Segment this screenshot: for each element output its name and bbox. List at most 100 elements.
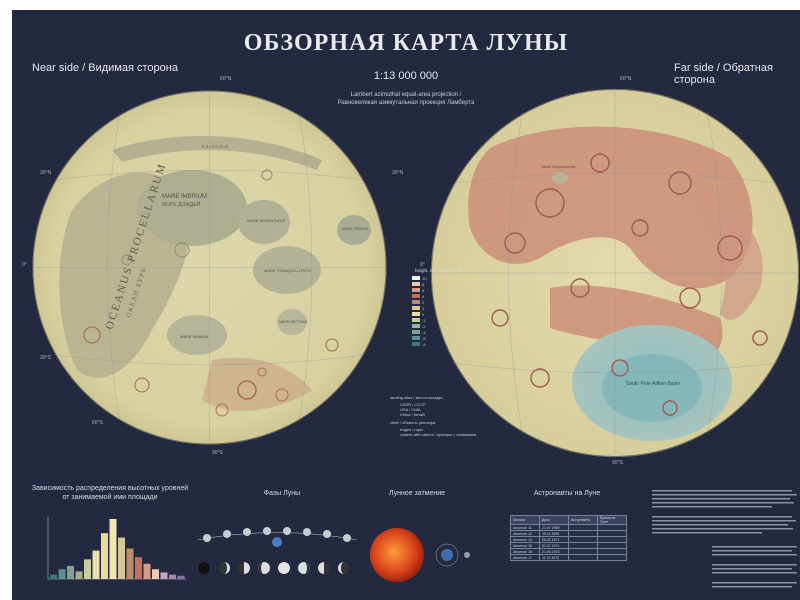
histogram-bar xyxy=(152,569,159,579)
lat-top-near: 60°N xyxy=(220,76,232,82)
histogram-bar xyxy=(50,574,57,579)
sun-icon xyxy=(370,528,424,582)
lat-bottom-near: 90°S xyxy=(212,450,223,456)
legend-swatch xyxy=(412,342,420,346)
lat-30n-near: 30°N xyxy=(40,170,52,176)
histogram-bar xyxy=(135,557,142,579)
legend-value: -8 xyxy=(422,341,426,347)
legend-swatch xyxy=(412,288,420,292)
aitken-label: South Pole-Aitken Basin xyxy=(626,381,680,387)
moon-map-poster: ОБЗОРНАЯ КАРТА ЛУНЫ Near side / Видимая … xyxy=(12,10,800,600)
crater xyxy=(83,326,101,344)
tycho-crater xyxy=(237,380,257,400)
histogram-bar xyxy=(75,571,83,579)
relief-title: relief / объекты рельефа xyxy=(390,420,436,425)
lat-30n-mid: 30°N xyxy=(392,170,404,176)
histogram-bar xyxy=(160,572,168,579)
near-graticule xyxy=(32,90,387,445)
equator-near: 0° xyxy=(22,262,27,268)
projection-ru: Равновеликая азимутальная проекция Ламбе… xyxy=(337,100,475,106)
legend-swatch xyxy=(412,330,420,334)
histogram-bar xyxy=(143,563,151,579)
legend-swatch xyxy=(412,294,420,298)
moon-phases-diagram xyxy=(196,527,358,574)
nectaris-label: MARE NECTARIS xyxy=(279,320,308,324)
lat-60s-near: 60°S xyxy=(92,420,103,426)
histogram-title-2: от занимаемой ими площади xyxy=(62,494,158,501)
earth-icon xyxy=(441,549,453,561)
crisium-label: MARE CRISIUM xyxy=(342,227,368,231)
legend-value: 6 xyxy=(422,287,425,293)
legend-value: -1 xyxy=(422,317,426,323)
copernicus-crater xyxy=(174,242,190,258)
histogram-bar xyxy=(126,548,134,579)
moon-icon xyxy=(464,552,470,558)
far-highlands-north xyxy=(468,126,753,289)
legend-value: -2 xyxy=(422,323,426,329)
astronaut-table: Миссия Дата Астронавты Время на Луне Апо… xyxy=(510,515,627,561)
phases-title: Фазы Луны xyxy=(263,490,301,497)
lat-top-far: 60°N xyxy=(620,76,632,82)
equator-mid: 0° xyxy=(420,262,425,268)
histogram-bar xyxy=(67,565,74,579)
histogram-bar xyxy=(169,574,176,579)
landing-usa: USA / США xyxy=(400,407,421,412)
southern-highlands xyxy=(202,357,312,411)
histogram-bar xyxy=(109,519,117,579)
legend-value: 2 xyxy=(422,299,425,305)
histogram-bar xyxy=(84,559,91,579)
imbrium-ru-label: МОРЕ ДОЖДЕЙ xyxy=(162,200,201,208)
legend-swatch xyxy=(412,276,420,280)
histogram-title-1: Зависимость распределения высотных уровн… xyxy=(31,485,189,492)
mare-crisium-mare xyxy=(337,215,371,245)
lat-bottom-far: 90°S xyxy=(612,460,623,466)
serenitatis-label: MARE SERENITATIS xyxy=(247,218,286,223)
eclipse-title: Лунное затмение xyxy=(388,490,446,497)
imbrium-label: MARE IMBRIUM xyxy=(162,194,207,200)
legend-swatch xyxy=(412,318,420,322)
crater xyxy=(261,169,273,181)
legend-value: 10 xyxy=(422,275,427,281)
far-side-label: Far side / Обратная сторона xyxy=(674,62,773,86)
mare-serenitatis-mare xyxy=(238,200,290,244)
projection-en: Lambert azimuthal equal-area projection … xyxy=(350,92,462,98)
table-cell: 11.12.1972 xyxy=(539,554,569,561)
legend-value: 1 xyxy=(422,305,425,311)
crater xyxy=(325,338,339,352)
landing-sites-title: landing sites / места посадки xyxy=(390,395,443,400)
legend-swatch xyxy=(412,324,420,328)
far-craters xyxy=(491,153,768,416)
legend-swatch xyxy=(412,282,420,286)
table-header: Миссия xyxy=(510,515,540,525)
legend-value: 0 xyxy=(422,311,425,317)
histogram-bar xyxy=(118,537,125,579)
crater xyxy=(257,367,267,377)
mare-tranquillitatis-mare xyxy=(253,246,321,294)
map-scale: 1:13 000 000 xyxy=(373,70,439,82)
mare-moscoviense-mare xyxy=(552,172,568,184)
near-side-map: OCEANUS PROCELLARUM ОКЕАН БУРЬ MARE IMBR… xyxy=(32,90,387,445)
legend-value: 4 xyxy=(422,293,425,299)
nubium-label: MARE NUBIUM xyxy=(180,334,208,339)
table-header: Время на Луне xyxy=(597,515,627,525)
far-graticule xyxy=(430,88,800,458)
frigoris-label: FRIGORIS xyxy=(202,144,229,149)
relief-craters: craters with names / кратеры с названием xyxy=(400,432,477,437)
mare-nubium-mare xyxy=(167,315,227,355)
lat-30s-near: 30°S xyxy=(40,355,51,361)
legend-swatch xyxy=(412,300,420,304)
kepler-crater xyxy=(121,254,133,266)
legend-swatch xyxy=(412,306,420,310)
histogram-bar xyxy=(101,533,108,579)
moscoviense-label: Mare Moscoviense xyxy=(542,164,576,169)
mare-nectaris-mare xyxy=(277,309,307,335)
relief-ridges: ridges / горы xyxy=(400,427,423,432)
histogram-bar xyxy=(58,569,66,579)
tranquillitatis-label: MARE TRANQUILLITATIS xyxy=(264,268,311,273)
legend-value: -6 xyxy=(422,335,426,341)
crater xyxy=(215,403,229,417)
legend-title: height, km / высота, км xyxy=(415,268,462,273)
legend-value: 8 xyxy=(422,281,425,287)
legend-value: -4 xyxy=(422,329,426,335)
astronauts-title: Астронавты на Луне xyxy=(533,490,601,497)
